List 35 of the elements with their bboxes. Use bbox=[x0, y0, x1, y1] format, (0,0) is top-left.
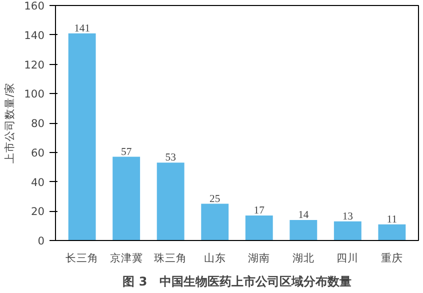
y-axis-title: 上市公司数量/家 bbox=[3, 82, 16, 164]
x-tick-label: 珠三角 bbox=[154, 252, 188, 264]
bar bbox=[334, 221, 362, 240]
bar bbox=[245, 216, 273, 240]
x-tick-label: 重庆 bbox=[380, 252, 403, 264]
x-tick-label: 四川 bbox=[336, 252, 359, 264]
bar bbox=[68, 33, 96, 240]
x-tick-label: 湖北 bbox=[292, 252, 314, 264]
bar bbox=[112, 156, 140, 240]
data-label: 11 bbox=[386, 214, 398, 226]
data-label: 141 bbox=[74, 23, 90, 34]
x-tick-label: 山东 bbox=[204, 252, 226, 264]
data-label: 17 bbox=[254, 206, 266, 217]
y-tick-label: 120 bbox=[24, 58, 45, 72]
x-tick-label: 湖南 bbox=[248, 252, 270, 264]
data-label: 57 bbox=[121, 146, 132, 158]
data-label: 13 bbox=[342, 211, 353, 222]
y-tick-label: 100 bbox=[24, 88, 45, 101]
y-tick-label: 20 bbox=[30, 205, 45, 218]
data-label: 25 bbox=[210, 194, 220, 205]
x-tick-label: 京津冀 bbox=[110, 252, 143, 264]
y-tick-label: 80 bbox=[30, 117, 45, 130]
bar bbox=[201, 204, 229, 240]
bar bbox=[378, 224, 406, 240]
y-tick-label: 160 bbox=[24, 0, 45, 12]
data-label: 14 bbox=[298, 210, 310, 221]
y-tick-label: 40 bbox=[30, 176, 45, 189]
y-tick-label: 140 bbox=[24, 28, 45, 42]
x-tick-label: 长三角 bbox=[66, 252, 99, 264]
data-label: 53 bbox=[165, 152, 176, 164]
y-tick-label: 60 bbox=[30, 146, 45, 160]
text: 图 3 中国生物医药上市公司区域分布数量 bbox=[122, 274, 352, 288]
y-tick-label: 0 bbox=[38, 234, 45, 248]
bar bbox=[290, 220, 318, 240]
bar bbox=[156, 162, 184, 240]
